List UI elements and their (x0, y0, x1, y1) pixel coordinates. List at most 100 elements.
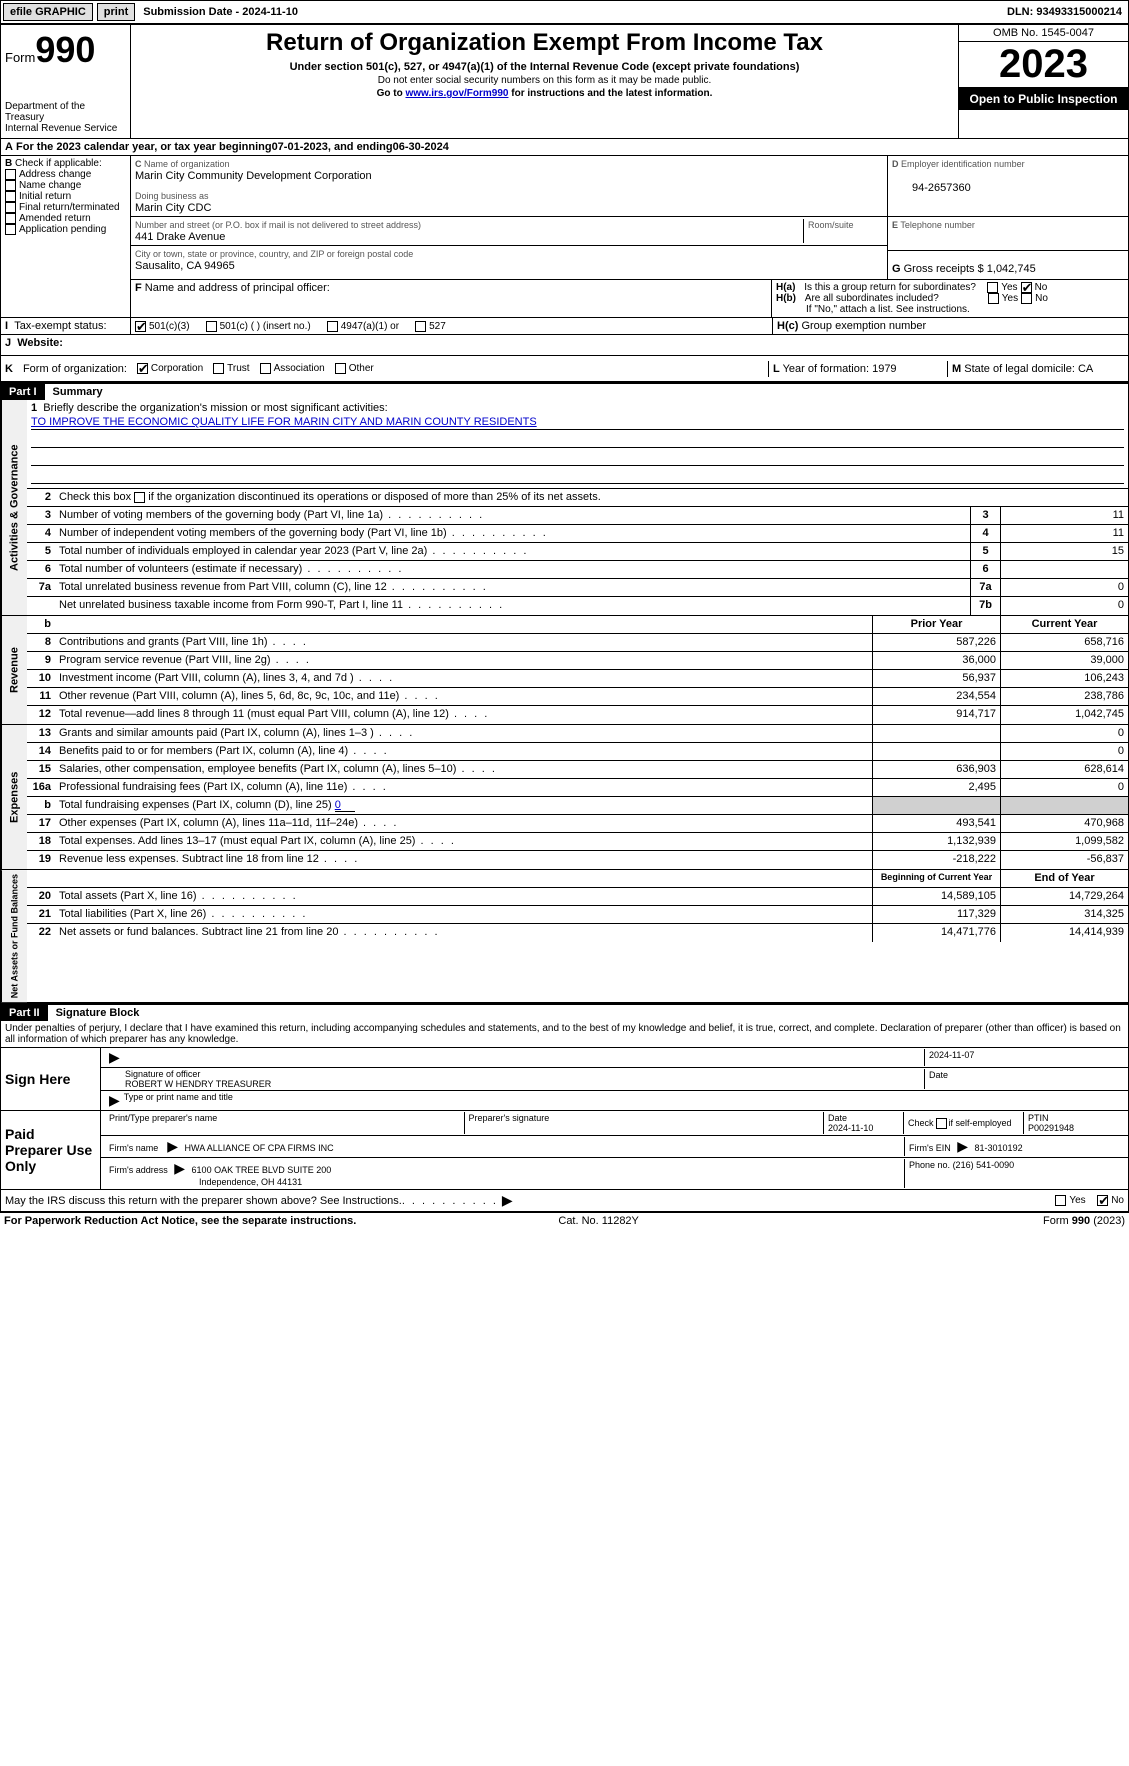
form-number-block: Form990 (5, 29, 126, 71)
b-checkbox-5[interactable] (5, 224, 16, 235)
no-label-3: No (1111, 1195, 1124, 1206)
arrow-icon-2: ▶ (105, 1092, 124, 1109)
submission-label: Submission Date - (143, 6, 242, 18)
header-right: OMB No. 1545-0047 2023 Open to Public In… (958, 25, 1128, 138)
block-bcdefgh: B Check if applicable: Address changeNam… (0, 156, 1129, 317)
prior-year-header: Prior Year (872, 616, 1000, 633)
section-d: D Employer identification number 94-2657… (888, 156, 1128, 217)
c-name-block: C Name of organization Marin City Commun… (131, 156, 887, 216)
i-501c-checkbox[interactable] (206, 321, 217, 332)
g-value: 1,042,745 (987, 263, 1036, 275)
firm-addr-label: Firm's address (109, 1165, 168, 1175)
hb-yes-checkbox[interactable] (988, 293, 999, 304)
b-checkbox-2[interactable] (5, 191, 16, 202)
form990-link[interactable]: www.irs.gov/Form990 (405, 88, 508, 99)
section-f: F Name and address of principal officer: (131, 280, 772, 317)
prep-date: 2024-11-10 (828, 1123, 873, 1133)
self-emp-checkbox[interactable] (936, 1118, 947, 1129)
b-checkbox-4[interactable] (5, 213, 16, 224)
mission-value[interactable]: TO IMPROVE THE ECONOMIC QUALITY LIFE FOR… (31, 416, 537, 428)
b-item-0: Address change (19, 169, 91, 180)
print-name-label: Print/Type preparer's name (105, 1112, 465, 1134)
a-end: 06-30-2024 (393, 141, 449, 153)
c-city-block: City or town, state or province, country… (131, 246, 887, 274)
firm-ein: 81-3010192 (975, 1143, 1023, 1153)
current-year-header: Current Year (1000, 616, 1128, 633)
e-label: Telephone number (900, 220, 975, 230)
line-i: I Tax-exempt status: 501(c)(3) 501(c) ( … (0, 317, 1129, 334)
i-opt-3: 527 (429, 321, 446, 332)
phone-value: (216) 541-0090 (953, 1160, 1015, 1170)
m-label: State of legal domicile: (964, 363, 1078, 375)
i-4947-checkbox[interactable] (327, 321, 338, 332)
discuss-no-checkbox[interactable] (1097, 1195, 1108, 1206)
print-button[interactable]: print (97, 3, 135, 21)
c-street: 441 Drake Avenue (135, 231, 225, 243)
b-checkbox-1[interactable] (5, 180, 16, 191)
part1-header: Part I Summary (0, 382, 1129, 400)
k-other-checkbox[interactable] (335, 363, 346, 374)
no-label-2: No (1035, 293, 1048, 304)
page-footer: For Paperwork Reduction Act Notice, see … (0, 1212, 1129, 1229)
dln-label: DLN: (1007, 6, 1036, 18)
paperwork-notice: For Paperwork Reduction Act Notice, see … (4, 1215, 356, 1227)
discuss-yes-checkbox[interactable] (1055, 1195, 1066, 1206)
g-label: Gross receipts $ (904, 263, 987, 275)
arrow-icon-6: ▶ (498, 1192, 517, 1209)
section-h: H(a) Is this a group return for subordin… (772, 280, 1128, 317)
k-corp-checkbox[interactable] (137, 363, 148, 374)
signature-block: Sign Here ▶2024-11-07 Signature of offic… (0, 1047, 1129, 1190)
part2-title: Signature Block (48, 1005, 148, 1021)
i-527-checkbox[interactable] (415, 321, 426, 332)
hb-text: Are all subordinates included? (805, 293, 985, 304)
line2-checkbox[interactable] (134, 492, 145, 503)
c-street-label: Number and street (or P.O. box if mail i… (135, 220, 421, 230)
part1-title: Summary (45, 384, 111, 400)
c-room-label: Room/suite (808, 220, 854, 230)
hb-note: If "No," attach a list. See instructions… (776, 304, 1124, 315)
summary-net: Net Assets or Fund Balances Beginning of… (0, 870, 1129, 1003)
dln-value: 93493315000214 (1036, 6, 1122, 18)
summary-gov: Activities & Governance 1 Briefly descri… (0, 400, 1129, 616)
k-assoc-checkbox[interactable] (260, 363, 271, 374)
ha-yes-checkbox[interactable] (987, 282, 998, 293)
form-subtitle: Under section 501(c), 527, or 4947(a)(1)… (135, 61, 954, 73)
b-item-3: Final return/terminated (19, 202, 120, 213)
b-item-1: Name change (19, 180, 81, 191)
instr-2: Go to www.irs.gov/Form990 for instructio… (135, 88, 954, 99)
firm-ein-label: Firm's EIN (909, 1143, 951, 1153)
a-begin: 07-01-2023 (272, 141, 328, 153)
section-c: C Name of organization Marin City Commun… (131, 156, 1128, 317)
ha-no-checkbox[interactable] (1021, 282, 1032, 293)
begin-year-header: Beginning of Current Year (872, 870, 1000, 887)
i-opt-1: 501(c) ( ) (insert no.) (220, 321, 311, 332)
gov-label: Activities & Governance (1, 400, 27, 615)
c-name-label: Name of organization (144, 159, 230, 169)
b-checkbox-3[interactable] (5, 202, 16, 213)
b-item-2: Initial return (19, 191, 71, 202)
c-city-label: City or town, state or province, country… (135, 249, 413, 259)
top-bar: efile GRAPHIC print Submission Date - 20… (0, 0, 1129, 24)
dln-field: DLN: 93493315000214 (1001, 4, 1128, 20)
form-number: 990 (35, 29, 95, 70)
rev-label: Revenue (1, 616, 27, 724)
b-item-5: Application pending (19, 224, 106, 235)
efile-button[interactable]: efile GRAPHIC (3, 3, 93, 21)
c-dba-label: Doing business as (135, 191, 209, 201)
phone-label: Phone no. (909, 1160, 950, 1170)
firm-addr2: Independence, OH 44131 (109, 1177, 302, 1187)
net-label: Net Assets or Fund Balances (1, 870, 27, 1002)
section-b: B Check if applicable: Address changeNam… (1, 156, 131, 317)
prep-sig-label: Preparer's signature (465, 1112, 825, 1134)
l-label: Year of formation: (783, 363, 872, 375)
hb-no-checkbox[interactable] (1021, 293, 1032, 304)
b-checkbox-0[interactable] (5, 169, 16, 180)
line-j: J Website: (0, 334, 1129, 356)
arrow-icon-4: ▶ (953, 1138, 972, 1154)
i-501c3-checkbox[interactable] (135, 321, 146, 332)
c-name: Marin City Community Development Corpora… (135, 170, 372, 182)
c-city: Sausalito, CA 94965 (135, 260, 235, 272)
open-inspection: Open to Public Inspection (959, 88, 1128, 110)
d-ein: 94-2657360 (892, 182, 971, 194)
k-trust-checkbox[interactable] (213, 363, 224, 374)
